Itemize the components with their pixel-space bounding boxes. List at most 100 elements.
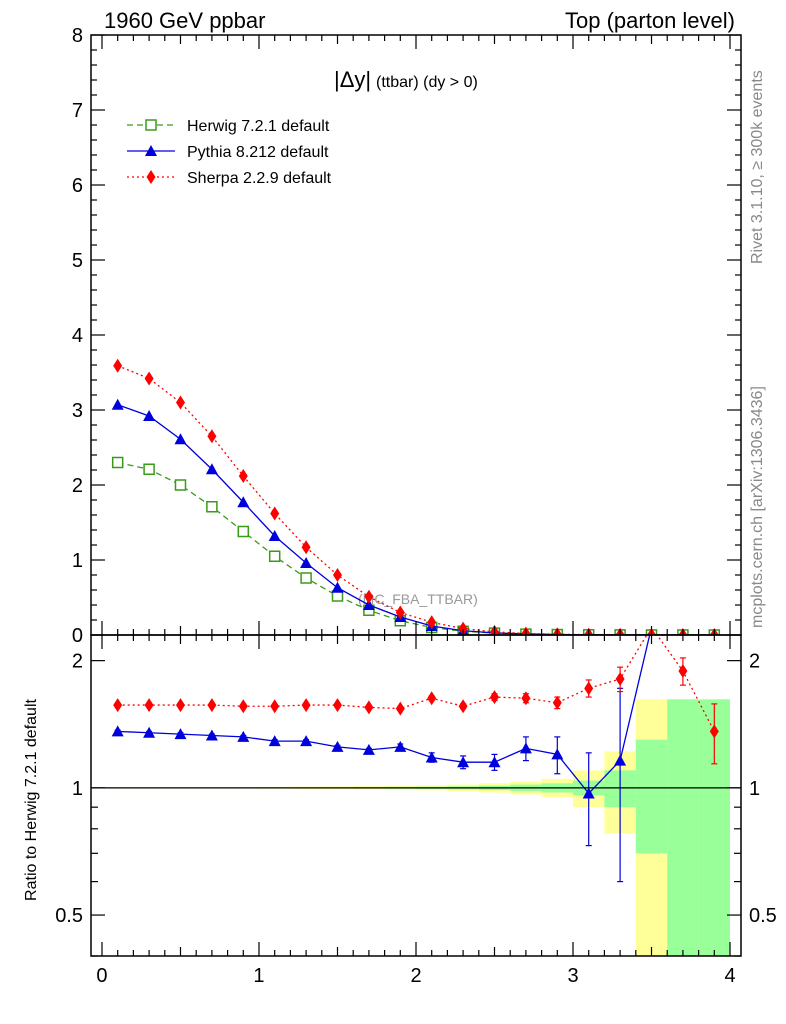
- main-point-herwig-0: [111, 456, 124, 469]
- rivet-label: Rivet 3.1.10, ≥ 300k events: [749, 70, 766, 264]
- main-point-pythia-4: [237, 496, 250, 508]
- legend: Herwig 7.2.1 default Pythia 8.212 default…: [127, 118, 332, 187]
- ratio-point-sherpa-10: [427, 691, 437, 706]
- main-point-herwig-3: [206, 501, 218, 513]
- ratio-point-sherpa-3: [207, 698, 217, 713]
- ratio-point-pythia-7: [331, 740, 344, 752]
- ratio-point-pythia-16: [614, 754, 627, 766]
- ytick-label-ratio-right: 1: [749, 778, 760, 800]
- main-point-sherpa-3: [207, 429, 217, 444]
- ratio-point-pythia-5: [268, 735, 281, 747]
- main-point-pythia-3: [205, 463, 218, 475]
- ratio-point-sherpa-9: [395, 701, 405, 716]
- ytick-label-ratio-right: 0.5: [749, 905, 777, 927]
- main-point-sherpa-1: [144, 371, 154, 386]
- ratio-point-sherpa-6: [301, 698, 311, 713]
- ytick-label-main: 4: [72, 325, 83, 347]
- main-point-sherpa-2: [175, 395, 185, 410]
- ytick-label-main: 2: [72, 475, 83, 497]
- ytick-label-main: 8: [72, 25, 83, 47]
- legend-label-pythia: Pythia 8.212 default: [187, 144, 329, 161]
- xtick-label: 3: [567, 965, 578, 987]
- main-point-sherpa-4: [238, 469, 248, 483]
- analysis-watermark: (MC_FBA_TTBAR): [358, 591, 478, 607]
- ytick-label-ratio-left: 0.5: [55, 905, 83, 927]
- ratio-point-sherpa-12: [490, 690, 500, 705]
- ratio-point-pythia-11: [457, 756, 470, 768]
- ratio-point-pythia-6: [300, 735, 313, 747]
- main-point-pythia-1: [143, 410, 156, 421]
- header-right: Top (parton level): [565, 8, 735, 33]
- ratio-ylabel: Ratio to Herwig 7.2.1 default: [23, 699, 40, 901]
- main-point-herwig-6: [300, 572, 312, 584]
- ratio-point-sherpa-8: [364, 700, 374, 715]
- legend-label-herwig: Herwig 7.2.1 default: [187, 118, 330, 135]
- main-point-pythia-6: [300, 557, 313, 568]
- plot-title: |Δy| (ttbar) (dy > 0): [334, 67, 478, 92]
- main-point-sherpa-7: [332, 568, 342, 582]
- ratio-point-sherpa-11: [458, 699, 468, 714]
- main-point-herwig-1: [143, 463, 155, 475]
- main-point-sherpa-6: [301, 540, 311, 555]
- ratio-point-pythia-13: [519, 742, 532, 754]
- main-point-sherpa-5: [270, 506, 280, 521]
- legend-label-sherpa: Sherpa 2.2.9 default: [187, 170, 332, 187]
- ratio-line-sherpa: [117, 635, 715, 732]
- band-inner-18: [667, 699, 699, 956]
- ratio-point-sherpa-16: [615, 671, 625, 686]
- ratio-point-pythia-14: [551, 748, 564, 760]
- ratio-point-pythia-9: [394, 740, 407, 752]
- title-main: |Δy|: [334, 67, 371, 92]
- ratio-point-pythia-3: [205, 729, 218, 741]
- main-line-sherpa: [117, 365, 715, 635]
- main-point-sherpa-8: [364, 589, 374, 604]
- ytick-label-ratio-right: 2: [749, 651, 760, 673]
- main-point-pythia-7: [331, 581, 344, 593]
- legend-marker-pythia: [145, 145, 157, 156]
- ratio-point-sherpa-2: [175, 698, 185, 713]
- main-point-herwig-2: [174, 479, 187, 491]
- ratio-point-pythia-0: [111, 725, 124, 737]
- ytick-label-ratio-left: 2: [72, 651, 83, 673]
- main-point-sherpa-9: [395, 605, 405, 620]
- main-point-pythia-0: [111, 398, 124, 410]
- ratio-point-sherpa-15: [584, 681, 594, 696]
- ytick-label-main: 7: [72, 100, 83, 122]
- main-point-herwig-4: [237, 525, 250, 538]
- xtick-label: 2: [410, 965, 421, 987]
- band-inner-17: [635, 739, 668, 854]
- ratio-point-sherpa-18: [678, 664, 688, 679]
- ratio-panel-series: [111, 635, 719, 883]
- ratio-point-pythia-12: [488, 756, 501, 768]
- ytick-label-ratio-left: 1: [72, 778, 83, 800]
- ytick-label-main: 6: [72, 175, 83, 197]
- ratio-point-sherpa-7: [332, 698, 342, 713]
- main-point-sherpa-0: [113, 358, 123, 373]
- mcplots-label: mcplots.cern.ch [arXiv:1306.3436]: [749, 386, 766, 628]
- ytick-label-main: 1: [72, 550, 83, 572]
- main-point-sherpa-10: [427, 615, 437, 630]
- ratio-point-sherpa-1: [144, 698, 154, 713]
- ytick-label-main: 0: [72, 625, 83, 647]
- ratio-point-sherpa-13: [521, 691, 531, 706]
- xtick-label: 1: [253, 965, 264, 987]
- main-line-herwig: [117, 461, 715, 635]
- ratio-point-pythia-4: [237, 730, 250, 742]
- ytick-label-main: 5: [72, 250, 83, 272]
- ratio-point-sherpa-0: [113, 698, 123, 713]
- ratio-uncertainty-bands: [101, 699, 731, 956]
- legend-marker-herwig: [145, 119, 157, 131]
- ratio-line-pythia: [117, 635, 651, 795]
- main-point-pythia-2: [174, 433, 187, 445]
- xtick-label: 4: [724, 965, 735, 987]
- ratio-point-pythia-1: [143, 726, 156, 738]
- axis-ticks: 0 1 2 3 4 0 1 2 3 4 5 6 7 8 0.5 0.5 1 1 2 2: [55, 25, 777, 987]
- ratio-point-sherpa-4: [238, 699, 248, 714]
- main-point-herwig-5: [268, 550, 281, 562]
- xtick-label: 0: [96, 965, 107, 987]
- legend-marker-sherpa: [146, 170, 156, 184]
- ratio-point-sherpa-19: [709, 724, 719, 739]
- ratio-point-pythia-10: [425, 751, 438, 763]
- ratio-point-pythia-8: [362, 743, 375, 755]
